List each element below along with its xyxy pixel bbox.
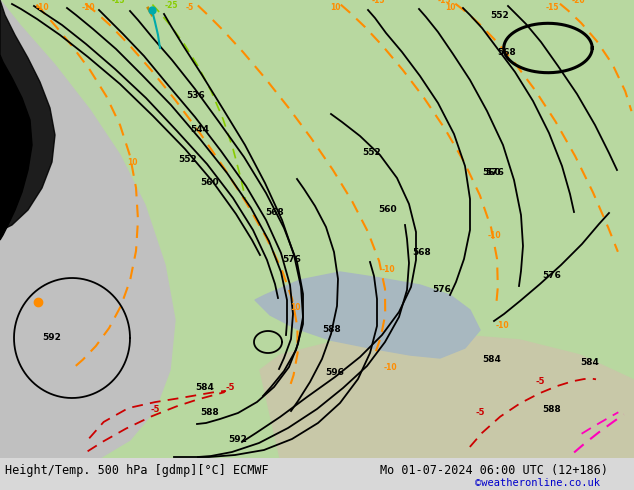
Text: 568: 568 [265,208,284,217]
Polygon shape [260,330,634,458]
Text: 544: 544 [190,125,209,134]
Text: 592: 592 [228,435,247,444]
Text: -15: -15 [545,3,559,12]
Text: 596: 596 [325,368,344,377]
Text: -25: -25 [165,1,179,10]
Text: 552: 552 [490,11,508,20]
Text: 560: 560 [200,178,219,187]
Text: 560: 560 [482,168,501,177]
Text: -5: -5 [476,408,485,417]
Text: 584: 584 [482,355,501,364]
Text: -5: -5 [225,383,235,392]
Text: 568: 568 [412,248,430,257]
Text: 552: 552 [362,148,381,157]
Text: -10: -10 [381,265,395,274]
Polygon shape [0,0,55,230]
Text: ©weatheronline.co.uk: ©weatheronline.co.uk [475,478,600,488]
Text: Height/Temp. 500 hPa [gdmp][°C] ECMWF: Height/Temp. 500 hPa [gdmp][°C] ECMWF [5,464,269,477]
Text: 588: 588 [200,408,219,417]
Text: -15: -15 [438,0,451,5]
Text: -5: -5 [186,3,194,12]
Text: 10: 10 [330,3,340,12]
Polygon shape [0,55,32,240]
Text: 536: 536 [186,91,205,100]
Text: 584: 584 [195,383,214,392]
Text: Mo 01-07-2024 06:00 UTC (12+186): Mo 01-07-2024 06:00 UTC (12+186) [380,464,608,477]
Polygon shape [0,0,175,458]
Text: -5: -5 [535,377,545,386]
Text: -15: -15 [372,0,385,5]
Bar [0,458,634,490]
Text: 560: 560 [378,205,397,214]
Text: 588: 588 [322,325,340,334]
Text: 576: 576 [282,255,301,264]
Text: -15: -15 [112,0,126,5]
Text: -10: -10 [487,231,501,240]
Text: 10: 10 [444,3,455,12]
Text: -10: -10 [383,363,397,372]
Text: 588: 588 [542,405,560,414]
Text: 576: 576 [542,271,561,280]
Text: -20: -20 [572,0,586,5]
Text: 10: 10 [290,303,301,312]
Text: 568: 568 [497,48,515,57]
Text: 552: 552 [178,155,197,164]
Text: -5: -5 [150,405,160,414]
Text: 584: 584 [580,358,599,367]
Polygon shape [255,272,480,358]
Text: -10: -10 [495,321,509,330]
Text: 592: 592 [42,333,61,342]
Polygon shape [0,330,120,458]
Text: -10: -10 [36,3,49,12]
Text: 576: 576 [485,168,504,177]
Text: 10: 10 [127,158,137,167]
Text: -10: -10 [81,3,95,12]
Text: 576: 576 [432,285,451,294]
